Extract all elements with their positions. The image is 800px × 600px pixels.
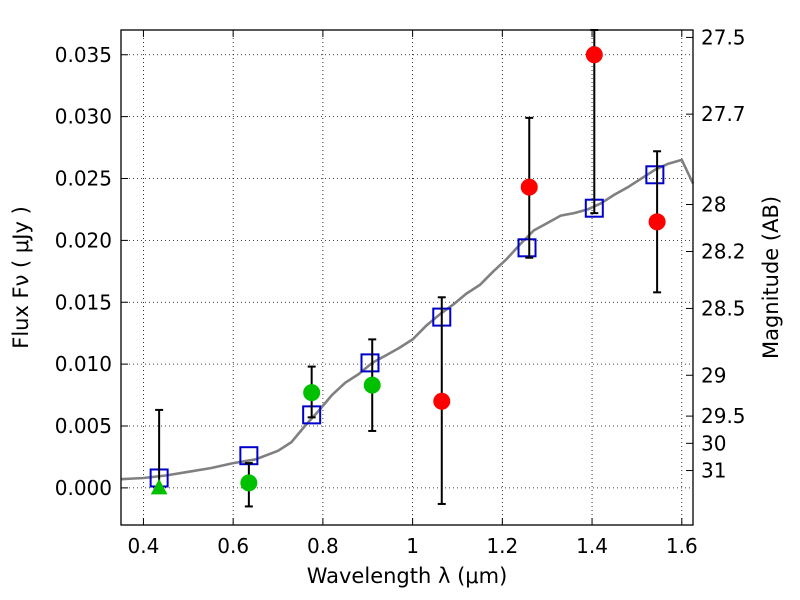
tick-layer: 0.4 0.6 0.8 1 1.2 1.4 1.6 0.000 0.005 0.010 0.015 0… — [55, 25, 746, 558]
y-tick-label: 0.010 — [55, 352, 112, 376]
x-tick-label: 1.4 — [576, 534, 608, 558]
x-tick-label: 1.6 — [666, 534, 698, 558]
y-axis-label: Flux Fν ( μJy ) — [9, 206, 33, 349]
x-tick-label: 0.4 — [128, 534, 160, 558]
y-tick-label: 0.025 — [55, 167, 112, 191]
measured-flux-marker — [240, 474, 258, 492]
right-tick-label: 29.5 — [701, 404, 746, 428]
right-tick-label: 28 — [701, 192, 726, 216]
x-tick-label: 1.2 — [486, 534, 518, 558]
measured-flux-marker — [520, 178, 538, 196]
measured-flux-marker — [363, 376, 381, 394]
model-box-layer — [149, 165, 665, 488]
y-tick-label: 0.015 — [55, 290, 112, 314]
y-tick-label: 0.005 — [55, 414, 112, 438]
model-photometry-box — [645, 165, 665, 185]
y-tick-label: 0.000 — [55, 476, 112, 500]
model-spectrum-line — [120, 158, 695, 481]
x-axis-label: Wavelength λ (μm) — [307, 564, 508, 588]
right-tick-label: 28.5 — [701, 296, 746, 320]
x-tick-label: 1 — [406, 534, 419, 558]
measured-flux-marker — [303, 384, 321, 402]
grid-lines — [121, 30, 693, 525]
right-tick-label: 27.5 — [701, 25, 746, 49]
x-tick-label: 0.8 — [307, 534, 339, 558]
measurement-layer — [150, 29, 666, 508]
y-axis-right-label: Magnitude (AB) — [759, 196, 783, 359]
x-tick-label: 0.6 — [217, 534, 249, 558]
right-tick-label: 31 — [701, 459, 726, 483]
measured-flux-limit-marker — [150, 478, 168, 495]
plot-frame — [120, 29, 694, 526]
right-tick-label: 28.2 — [701, 240, 746, 264]
right-tick-label: 27.7 — [701, 102, 746, 126]
measured-flux-marker — [648, 213, 666, 231]
right-tick-label: 30 — [701, 431, 726, 455]
y-tick-label: 0.035 — [55, 43, 112, 67]
model-spectrum-layer — [120, 158, 695, 481]
y-tick-label: 0.030 — [55, 105, 112, 129]
measured-flux-marker — [433, 392, 451, 410]
right-tick-label: 29 — [701, 363, 726, 387]
y-tick-label: 0.020 — [55, 228, 112, 252]
measured-flux-marker — [585, 46, 603, 64]
model-photometry-box — [517, 238, 537, 258]
model-photometry-box — [360, 353, 380, 373]
